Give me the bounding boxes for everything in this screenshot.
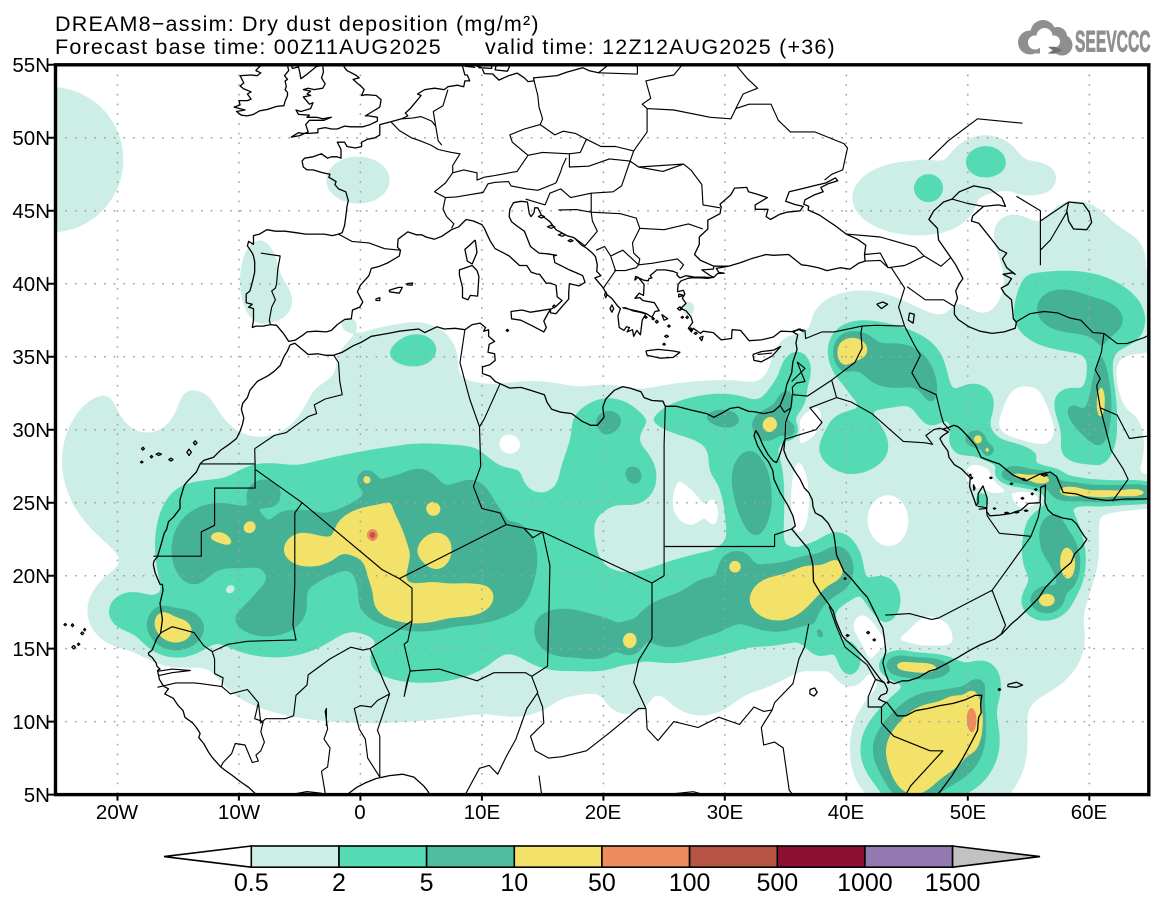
svg-text:10E: 10E bbox=[464, 801, 500, 824]
svg-text:25N: 25N bbox=[12, 492, 50, 515]
svg-text:10N: 10N bbox=[12, 711, 50, 734]
svg-text:10: 10 bbox=[500, 869, 528, 897]
svg-text:500: 500 bbox=[756, 869, 798, 897]
svg-text:40E: 40E bbox=[828, 801, 864, 824]
svg-text:35N: 35N bbox=[12, 346, 50, 369]
svg-text:2: 2 bbox=[332, 869, 346, 897]
svg-text:15N: 15N bbox=[12, 638, 50, 661]
svg-text:5N: 5N bbox=[24, 784, 50, 807]
svg-text:30E: 30E bbox=[707, 801, 743, 824]
svg-text:0.5: 0.5 bbox=[234, 869, 269, 897]
svg-text:SEEVCCC: SEEVCCC bbox=[1075, 26, 1151, 59]
svg-text:30N: 30N bbox=[12, 419, 50, 442]
svg-text:1500: 1500 bbox=[925, 869, 981, 897]
svg-text:20E: 20E bbox=[585, 801, 621, 824]
svg-text:50: 50 bbox=[588, 869, 616, 897]
svg-text:20N: 20N bbox=[12, 565, 50, 588]
svg-text:100: 100 bbox=[669, 869, 711, 897]
svg-text:45N: 45N bbox=[12, 200, 50, 223]
svg-text:Forecast base time: 00Z11AUG20: Forecast base time: 00Z11AUG2025 valid t… bbox=[55, 35, 836, 59]
svg-text:20W: 20W bbox=[96, 801, 139, 824]
svg-text:40N: 40N bbox=[12, 273, 50, 296]
svg-text:0: 0 bbox=[354, 801, 365, 824]
svg-text:10W: 10W bbox=[218, 801, 261, 824]
svg-text:60E: 60E bbox=[1071, 801, 1107, 824]
svg-text:1000: 1000 bbox=[837, 869, 893, 897]
svg-text:DREAM8−assim: Dry dust deposit: DREAM8−assim: Dry dust deposition (mg/m²… bbox=[55, 12, 540, 36]
svg-text:50N: 50N bbox=[12, 127, 50, 150]
svg-text:55N: 55N bbox=[12, 54, 50, 77]
svg-text:5: 5 bbox=[420, 869, 434, 897]
svg-text:50E: 50E bbox=[950, 801, 986, 824]
